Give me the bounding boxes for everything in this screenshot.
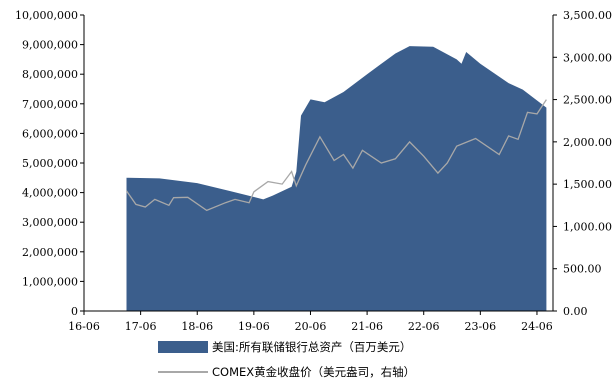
gold-line-layer [125,99,547,212]
left-tick-label: 5,000,000 [22,157,78,170]
left-tick-label: 7,000,000 [22,98,78,111]
left-tick-label: 2,000,000 [22,246,78,259]
legend-swatch-assets [158,341,208,353]
x-tick-label: 23-06 [464,320,496,333]
assets-area [126,46,547,311]
right-tick-label: 2,500.00 [563,94,612,107]
left-tick-label: 8,000,000 [22,68,78,81]
x-tick-label: 17-06 [125,320,157,333]
right-tick-label: 3,000.00 [563,51,612,64]
x-tick-label: 24-06 [521,320,553,333]
right-tick-label: 3,500.00 [563,9,612,22]
left-tick-label: 9,000,000 [22,39,78,52]
x-tick-label: 16-06 [68,320,100,333]
legend-item-gold: COMEX黄金收盘价（美元盎司，右轴） [158,364,415,380]
gold-price-line [125,99,547,212]
left-tick-label: 1,000,000 [22,275,78,288]
right-tick-label: 500.00 [563,263,602,276]
legend-label-gold: COMEX黄金收盘价（美元盎司，右轴） [212,365,416,379]
left-tick-label: 4,000,000 [22,187,78,200]
right-tick-label: 2,000.00 [563,136,612,149]
x-tick-label: 20-06 [295,320,327,333]
right-tick-label: 1,500.00 [563,178,612,191]
x-tick-label: 18-06 [181,320,213,333]
legend-item-assets: 美国:所有联储银行总资产（百万美元） [158,339,411,355]
x-tick-label: 19-06 [238,320,270,333]
right-tick-label: 1,000.00 [563,220,612,233]
x-tick-label: 21-06 [351,320,383,333]
legend-label-assets: 美国:所有联储银行总资产（百万美元） [212,340,412,354]
legend-swatch-gold [158,371,208,373]
axes-layer: 0 1,000,000 2,000,000 3,000,000 4,000,000 5,0… [15,9,612,333]
x-tick-label: 22-06 [408,320,440,333]
left-tick-label: 0 [71,305,78,318]
left-tick-label: 10,000,000 [15,9,78,22]
right-tick-label: 0.00 [563,305,588,318]
left-tick-label: 6,000,000 [22,127,78,140]
left-tick-label: 3,000,000 [22,216,78,229]
assets-area-layer [126,46,547,311]
